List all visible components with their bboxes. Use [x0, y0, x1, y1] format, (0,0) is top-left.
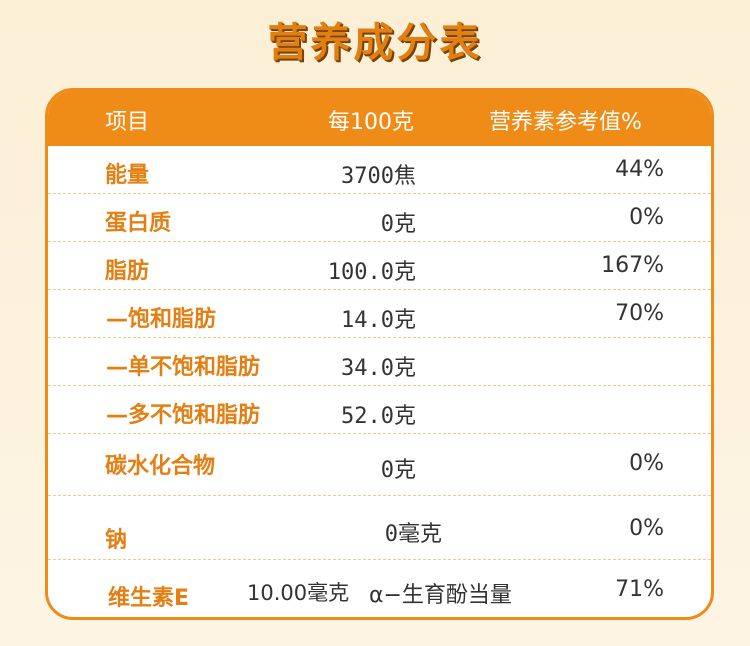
table-row: 钠 0毫克 0% — [48, 496, 711, 560]
per100-value: 14.0克 — [341, 308, 416, 333]
per100-value: 10.00毫克 — [247, 581, 350, 605]
header-item: 项目 — [105, 110, 150, 135]
nutrient-name: 脂肪 — [105, 259, 150, 284]
table-row: —多不饱和脂肪 52.0克 — [48, 386, 711, 434]
nutrient-name: —多不饱和脂肪 — [106, 403, 261, 428]
nutrient-name: —饱和脂肪 — [106, 307, 217, 332]
per100-value: 0毫克 — [384, 522, 442, 547]
nrv-value: 0% — [629, 205, 664, 230]
nutrient-name: 能量 — [105, 163, 150, 188]
nutrient-name: 碳水化合物 — [105, 454, 216, 479]
nutrient-name: 维生素E — [108, 586, 190, 611]
table-row: —单不饱和脂肪 34.0克 — [48, 338, 711, 386]
per100-value: 0克 — [380, 212, 416, 237]
header-nrv: 营养素参考值% — [489, 110, 642, 135]
per100-value: 34.0克 — [341, 356, 416, 381]
per100-value: 3700焦 — [341, 164, 416, 189]
page-title: 营养成分表 — [267, 20, 483, 66]
table-row: —饱和脂肪 14.0克 70% — [48, 290, 711, 338]
table-row: 维生素E 10.00毫克 α−生育酚当量 71% — [48, 560, 711, 617]
nrv-value: 0% — [629, 516, 664, 541]
table-header: 项目 每100克 营养素参考值% — [48, 91, 711, 146]
nutrient-name: —单不饱和脂肪 — [106, 355, 261, 380]
nutrient-name: 钠 — [105, 528, 128, 553]
table-row: 碳水化合物 0克 0% — [48, 434, 711, 496]
header-per100: 每100克 — [328, 110, 414, 135]
unit-note: α−生育酚当量 — [369, 583, 512, 608]
per100-value: 100.0克 — [327, 260, 416, 285]
table-row: 脂肪 100.0克 167% — [48, 242, 711, 290]
table-row: 蛋白质 0克 0% — [48, 194, 711, 242]
nutrition-table: 项目 每100克 营养素参考值% 能量 3700焦 44% 蛋白质 0克 0% … — [45, 88, 714, 620]
nrv-value: 70% — [615, 301, 664, 326]
nrv-value: 0% — [629, 451, 664, 476]
per100-value: 52.0克 — [341, 404, 416, 429]
table-row: 能量 3700焦 44% — [48, 146, 711, 194]
per100-value: 0克 — [380, 458, 416, 483]
nrv-value: 71% — [615, 577, 664, 602]
nrv-value: 44% — [615, 157, 664, 182]
nrv-value: 167% — [601, 253, 664, 278]
nutrient-name: 蛋白质 — [105, 211, 172, 236]
